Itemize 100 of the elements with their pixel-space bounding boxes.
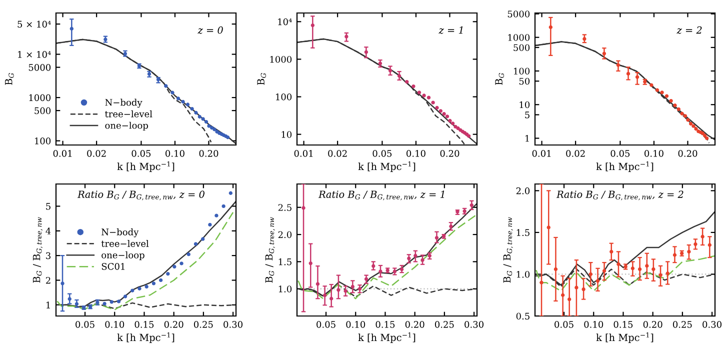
x-tick-label: 0.30 — [702, 321, 722, 328]
point — [152, 282, 156, 286]
legend-label: N−body — [102, 228, 139, 238]
y-axis-title: B$_{G}$ / B$_{G,tree,nw}$ — [32, 217, 43, 283]
point — [308, 261, 312, 266]
y-tick-label: 1000 — [270, 56, 292, 63]
point — [68, 297, 72, 301]
y-tick-label: 1.0 — [278, 286, 292, 292]
point — [180, 262, 184, 266]
point — [588, 272, 592, 276]
point — [172, 264, 176, 268]
point — [378, 270, 382, 274]
point — [228, 191, 233, 195]
x-tick-label: 0.20 — [440, 150, 460, 157]
point — [110, 300, 114, 304]
point — [138, 286, 142, 290]
point — [687, 250, 691, 254]
x-tick-label: 0.01 — [294, 150, 313, 157]
x-tick-label: 0.30 — [224, 321, 242, 328]
y-tick-label: 5000 — [28, 64, 51, 71]
point — [554, 267, 558, 272]
point — [74, 302, 79, 306]
legend-label: SC01 — [102, 263, 124, 270]
y-tick-label: 100 — [276, 94, 292, 100]
y-axis-title: B$_{G}$ — [257, 73, 266, 85]
y-axis-title: B$_{G}$ / B$_{G,tree,nw}$ — [503, 217, 513, 283]
annotation: z = 2 — [676, 26, 702, 34]
y-axis-title: B$_{G}$ — [5, 73, 14, 85]
x-tick-label: 0.15 — [376, 321, 395, 328]
x-axis-title: k [h Mpc$^{−1}$] — [358, 161, 416, 172]
y-tick-label: 1 — [525, 134, 529, 142]
x-tick-label: 0.05 — [372, 150, 392, 157]
y-tick-label: 500 — [34, 107, 51, 114]
point — [700, 234, 704, 238]
legend-label: tree−level — [101, 240, 149, 247]
x-tick-label: 0.10 — [166, 150, 184, 157]
y-tick-label: 10 — [520, 101, 530, 108]
x-axis-title: k [h Mpc$^{−1}$] — [117, 161, 174, 172]
legend-label: N−body — [105, 98, 142, 108]
point — [144, 284, 148, 288]
x-tick-label: 0.25 — [194, 321, 213, 328]
point — [645, 264, 649, 268]
point — [434, 236, 439, 240]
legend-label: tree−level — [105, 110, 152, 118]
x-tick-label: 0.30 — [464, 321, 484, 328]
x-tick-label: 0.01 — [53, 150, 72, 157]
point — [302, 206, 306, 210]
y-tick-label: 2.0 — [278, 231, 292, 238]
x-tick-label: 0.20 — [405, 321, 424, 328]
x-tick-label: 0.20 — [678, 150, 698, 157]
y-tick-label: 5 × 10⁴ — [18, 20, 51, 28]
point — [330, 296, 334, 300]
point — [322, 294, 327, 298]
annotation: z = 1 — [438, 26, 462, 34]
point — [158, 278, 163, 282]
x-tick-label: 0.02 — [566, 150, 585, 157]
y-tick-label: 1.5 — [278, 258, 292, 266]
point — [130, 288, 134, 292]
point — [672, 253, 677, 257]
x-tick-label: 0.15 — [134, 321, 154, 328]
y-axis-title: B$_{G}$ / B$_{G,tree,nw}$ — [265, 217, 275, 283]
annotation: Ratio B$_{G}$ / B$_{G,tree,nw}$, z = 0 — [77, 190, 204, 200]
x-tick-label: 0.15 — [614, 321, 633, 328]
point — [560, 293, 565, 297]
y-tick-label: 100 — [514, 68, 530, 75]
point — [602, 269, 606, 273]
y-tick-label: 5 — [525, 112, 530, 118]
point — [60, 282, 64, 286]
point — [546, 226, 550, 230]
annotation: Ratio B$_{G}$ / B$_{G,tree,nw}$, z = 1 — [318, 190, 444, 200]
point — [316, 282, 320, 286]
point — [123, 294, 128, 298]
y-tick-label: 1.0 — [516, 270, 530, 278]
point — [414, 254, 418, 258]
line-series — [536, 255, 715, 292]
x-tick-label: 0.25 — [434, 321, 454, 328]
point — [694, 242, 698, 246]
y-tick-label: 3 — [46, 252, 50, 260]
y-tick-label: 1 — [46, 302, 50, 308]
x-tick-label: 0.05 — [132, 150, 151, 157]
y-tick-label: 4 — [46, 228, 51, 234]
x-tick-label: 0.10 — [105, 321, 124, 328]
y-tick-label: 500 — [514, 44, 530, 52]
point — [222, 204, 226, 208]
x-axis-title: k [h Mpc$^{−1}$] — [358, 332, 416, 343]
x-tick-label: 0.05 — [554, 321, 574, 328]
x-tick-label: 0.02 — [328, 150, 347, 157]
y-tick-label: 50 — [519, 78, 530, 85]
point — [708, 243, 712, 247]
point — [470, 203, 474, 208]
point — [350, 284, 354, 289]
point — [344, 289, 348, 293]
point — [658, 273, 662, 277]
point — [194, 242, 198, 246]
x-tick-label: 0.01 — [532, 150, 551, 157]
point — [574, 286, 578, 290]
y-tick-label: 2.0 — [516, 187, 530, 194]
y-tick-label: 1000 — [508, 34, 530, 41]
point — [208, 222, 212, 227]
annotation: Ratio B$_{G}$ / B$_{G,tree,nw}$, z = 2 — [556, 190, 684, 200]
